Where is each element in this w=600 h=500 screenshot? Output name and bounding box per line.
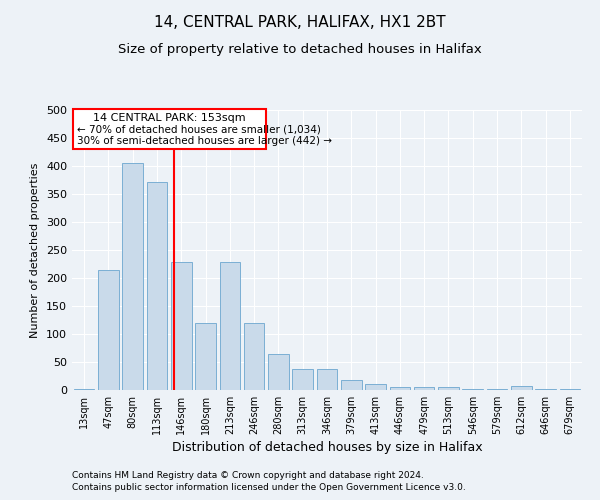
Text: 14, CENTRAL PARK, HALIFAX, HX1 2BT: 14, CENTRAL PARK, HALIFAX, HX1 2BT (154, 15, 446, 30)
Text: Size of property relative to detached houses in Halifax: Size of property relative to detached ho… (118, 42, 482, 56)
Bar (171, 262, 191, 390)
Y-axis label: Number of detached properties: Number of detached properties (31, 162, 40, 338)
Bar (365, 384, 386, 390)
Bar (244, 324, 265, 390)
Bar (268, 354, 289, 390)
Bar (74, 389, 94, 390)
Bar (146, 182, 167, 390)
Text: 30% of semi-detached houses are larger (442) →: 30% of semi-detached houses are larger (… (77, 136, 332, 146)
Bar (511, 386, 532, 390)
Bar (122, 163, 143, 390)
Bar (98, 270, 119, 390)
Bar (414, 386, 434, 390)
X-axis label: Distribution of detached houses by size in Halifax: Distribution of detached houses by size … (172, 441, 482, 454)
Text: 14 CENTRAL PARK: 153sqm: 14 CENTRAL PARK: 153sqm (94, 114, 246, 124)
Bar (220, 262, 240, 390)
Text: ← 70% of detached houses are smaller (1,034): ← 70% of detached houses are smaller (1,… (77, 124, 321, 134)
Bar (317, 368, 337, 390)
Bar (292, 368, 313, 390)
Bar (73, 109, 266, 149)
Bar (341, 380, 362, 390)
Bar (195, 324, 216, 390)
Text: Contains public sector information licensed under the Open Government Licence v3: Contains public sector information licen… (72, 484, 466, 492)
Bar (438, 386, 459, 390)
Text: Contains HM Land Registry data © Crown copyright and database right 2024.: Contains HM Land Registry data © Crown c… (72, 471, 424, 480)
Bar (389, 386, 410, 390)
